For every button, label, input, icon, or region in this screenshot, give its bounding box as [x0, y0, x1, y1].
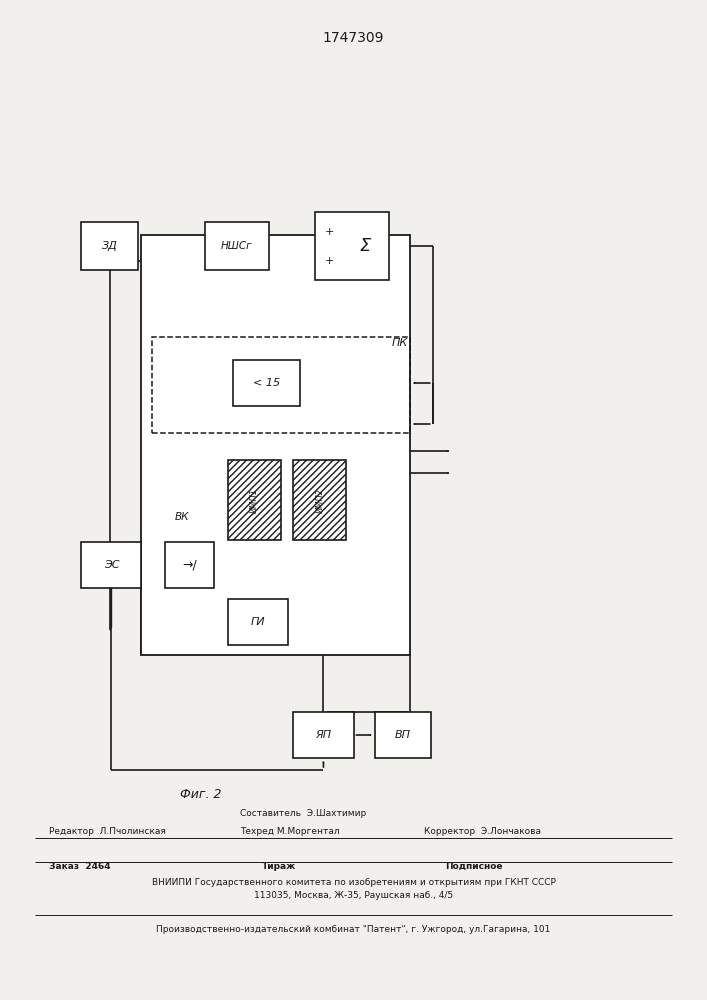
FancyBboxPatch shape [205, 222, 269, 270]
FancyBboxPatch shape [228, 460, 281, 540]
Text: →/: →/ [182, 558, 197, 572]
Text: ВК: ВК [175, 512, 189, 522]
Text: +: + [325, 227, 334, 237]
FancyBboxPatch shape [81, 222, 138, 270]
FancyBboxPatch shape [233, 360, 300, 406]
FancyBboxPatch shape [375, 712, 431, 758]
Text: Техред М.Моргентал: Техред М.Моргентал [240, 826, 340, 836]
Text: ИМП2: ИМП2 [315, 487, 325, 513]
Text: Фиг. 2: Фиг. 2 [180, 788, 222, 802]
Text: Подписное: Подписное [445, 862, 503, 871]
Text: НШСг: НШСг [221, 241, 252, 251]
Text: Производственно-издательский комбинат "Патент", г. Ужгород, ул.Гагарина, 101: Производственно-издательский комбинат "П… [156, 925, 551, 934]
Text: +: + [325, 256, 334, 266]
Text: ЗД: ЗД [102, 241, 117, 251]
Text: Составитель  Э.Шахтимир: Составитель Э.Шахтимир [240, 810, 367, 818]
FancyBboxPatch shape [141, 235, 410, 655]
FancyBboxPatch shape [315, 212, 389, 280]
Text: ИМП1: ИМП1 [250, 487, 259, 513]
FancyBboxPatch shape [81, 542, 141, 588]
Text: ГИ: ГИ [250, 617, 265, 627]
Text: Редактор  Л.Пчолинская: Редактор Л.Пчолинская [49, 826, 166, 836]
Text: ЭС: ЭС [104, 560, 119, 570]
Text: < 15: < 15 [253, 378, 281, 388]
Text: Тираж: Тираж [262, 862, 296, 871]
Text: Корректор  Э.Лончакова: Корректор Э.Лончакова [424, 826, 541, 836]
FancyBboxPatch shape [165, 542, 214, 588]
Text: ПК: ПК [392, 338, 407, 348]
Text: Заказ  2464: Заказ 2464 [49, 862, 111, 871]
Text: ВП: ВП [395, 730, 411, 740]
Text: ЯП: ЯП [315, 730, 332, 740]
FancyBboxPatch shape [293, 460, 346, 540]
Text: 113035, Москва, Ж-35, Раушская наб., 4/5: 113035, Москва, Ж-35, Раушская наб., 4/5 [254, 891, 453, 900]
Text: Σ: Σ [359, 237, 370, 255]
FancyBboxPatch shape [293, 712, 354, 758]
Text: ВНИИПИ Государственного комитета по изобретениям и открытиям при ГКНТ СССР: ВНИИПИ Государственного комитета по изоб… [151, 878, 556, 887]
Text: 1747309: 1747309 [323, 31, 384, 45]
FancyBboxPatch shape [228, 599, 288, 645]
